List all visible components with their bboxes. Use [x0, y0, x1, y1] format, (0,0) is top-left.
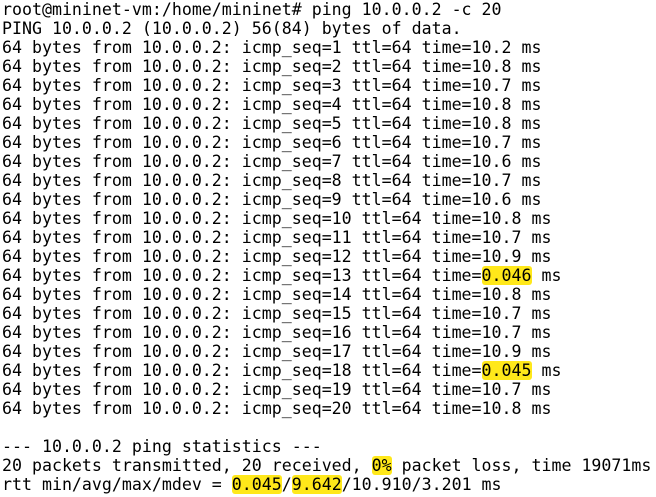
terminal-line: 64 bytes from 10.0.0.2: icmp_seq=10 ttl=…: [0, 209, 656, 228]
highlighted-text: 9.642: [291, 475, 342, 494]
text: PING 10.0.0.2 (10.0.0.2) 56(84) bytes of…: [2, 19, 462, 38]
terminal-line: 64 bytes from 10.0.0.2: icmp_seq=4 ttl=6…: [0, 95, 656, 114]
text: 64 bytes from 10.0.0.2: icmp_seq=1 ttl=6…: [2, 38, 542, 57]
text: 64 bytes from 10.0.0.2: icmp_seq=13 ttl=…: [2, 266, 482, 285]
terminal-line: 64 bytes from 10.0.0.2: icmp_seq=20 ttl=…: [0, 399, 656, 418]
terminal-line: [0, 418, 656, 437]
terminal-line: 64 bytes from 10.0.0.2: icmp_seq=1 ttl=6…: [0, 38, 656, 57]
text: /10.910/3.201 ms: [341, 475, 502, 494]
terminal-line: 64 bytes from 10.0.0.2: icmp_seq=19 ttl=…: [0, 380, 656, 399]
terminal-line: root@mininet-vm:/home/mininet# ping 10.0…: [0, 0, 656, 19]
text: 64 bytes from 10.0.0.2: icmp_seq=12 ttl=…: [2, 247, 552, 266]
terminal-line: PING 10.0.0.2 (10.0.0.2) 56(84) bytes of…: [0, 19, 656, 38]
text: 64 bytes from 10.0.0.2: icmp_seq=3 ttl=6…: [2, 76, 542, 95]
text: ms: [531, 266, 562, 285]
highlighted-text: 0.045: [481, 361, 532, 380]
text: 64 bytes from 10.0.0.2: icmp_seq=4 ttl=6…: [2, 95, 542, 114]
text: 64 bytes from 10.0.0.2: icmp_seq=7 ttl=6…: [2, 152, 542, 171]
text: 64 bytes from 10.0.0.2: icmp_seq=20 ttl=…: [2, 399, 552, 418]
terminal-line: 64 bytes from 10.0.0.2: icmp_seq=14 ttl=…: [0, 285, 656, 304]
text: ms: [531, 361, 562, 380]
text: --- 10.0.0.2 ping statistics ---: [2, 437, 322, 456]
text: 64 bytes from 10.0.0.2: icmp_seq=8 ttl=6…: [2, 171, 542, 190]
text: 64 bytes from 10.0.0.2: icmp_seq=11 ttl=…: [2, 228, 552, 247]
terminal-line: 64 bytes from 10.0.0.2: icmp_seq=9 ttl=6…: [0, 190, 656, 209]
text: 64 bytes from 10.0.0.2: icmp_seq=16 ttl=…: [2, 323, 552, 342]
terminal-line: 64 bytes from 10.0.0.2: icmp_seq=3 ttl=6…: [0, 76, 656, 95]
terminal-line: 64 bytes from 10.0.0.2: icmp_seq=12 ttl=…: [0, 247, 656, 266]
highlighted-text: 0%: [371, 456, 392, 475]
terminal-line: 64 bytes from 10.0.0.2: icmp_seq=17 ttl=…: [0, 342, 656, 361]
terminal-line: 64 bytes from 10.0.0.2: icmp_seq=6 ttl=6…: [0, 133, 656, 152]
terminal-line: 64 bytes from 10.0.0.2: icmp_seq=8 ttl=6…: [0, 171, 656, 190]
terminal-line: 64 bytes from 10.0.0.2: icmp_seq=13 ttl=…: [0, 266, 656, 285]
terminal-line: 64 bytes from 10.0.0.2: icmp_seq=16 ttl=…: [0, 323, 656, 342]
text: 64 bytes from 10.0.0.2: icmp_seq=17 ttl=…: [2, 342, 552, 361]
text: 64 bytes from 10.0.0.2: icmp_seq=19 ttl=…: [2, 380, 552, 399]
terminal-line: 64 bytes from 10.0.0.2: icmp_seq=2 ttl=6…: [0, 57, 656, 76]
terminal-line: --- 10.0.0.2 ping statistics ---: [0, 437, 656, 456]
terminal-line: 20 packets transmitted, 20 received, 0% …: [0, 456, 656, 475]
text: 20 packets transmitted, 20 received,: [2, 456, 372, 475]
text: 64 bytes from 10.0.0.2: icmp_seq=14 ttl=…: [2, 285, 552, 304]
highlighted-text: 0.045: [231, 475, 282, 494]
text: 64 bytes from 10.0.0.2: icmp_seq=2 ttl=6…: [2, 57, 542, 76]
text: 64 bytes from 10.0.0.2: icmp_seq=15 ttl=…: [2, 304, 552, 323]
terminal-line: rtt min/avg/max/mdev = 0.045/9.642/10.91…: [0, 475, 656, 494]
terminal-line: 64 bytes from 10.0.0.2: icmp_seq=11 ttl=…: [0, 228, 656, 247]
text: /: [281, 475, 292, 494]
text: 64 bytes from 10.0.0.2: icmp_seq=9 ttl=6…: [2, 190, 542, 209]
terminal-line: 64 bytes from 10.0.0.2: icmp_seq=15 ttl=…: [0, 304, 656, 323]
highlighted-text: 0.046: [481, 266, 532, 285]
text: 64 bytes from 10.0.0.2: icmp_seq=10 ttl=…: [2, 209, 552, 228]
terminal-line: 64 bytes from 10.0.0.2: icmp_seq=5 ttl=6…: [0, 114, 656, 133]
text: rtt min/avg/max/mdev =: [2, 475, 232, 494]
text: root@mininet-vm:/home/mininet# ping 10.0…: [2, 0, 502, 19]
text: 64 bytes from 10.0.0.2: icmp_seq=5 ttl=6…: [2, 114, 542, 133]
text: packet loss, time 19071ms: [391, 456, 652, 475]
text: 64 bytes from 10.0.0.2: icmp_seq=6 ttl=6…: [2, 133, 542, 152]
text: 64 bytes from 10.0.0.2: icmp_seq=18 ttl=…: [2, 361, 482, 380]
terminal-line: 64 bytes from 10.0.0.2: icmp_seq=7 ttl=6…: [0, 152, 656, 171]
terminal-line: 64 bytes from 10.0.0.2: icmp_seq=18 ttl=…: [0, 361, 656, 380]
